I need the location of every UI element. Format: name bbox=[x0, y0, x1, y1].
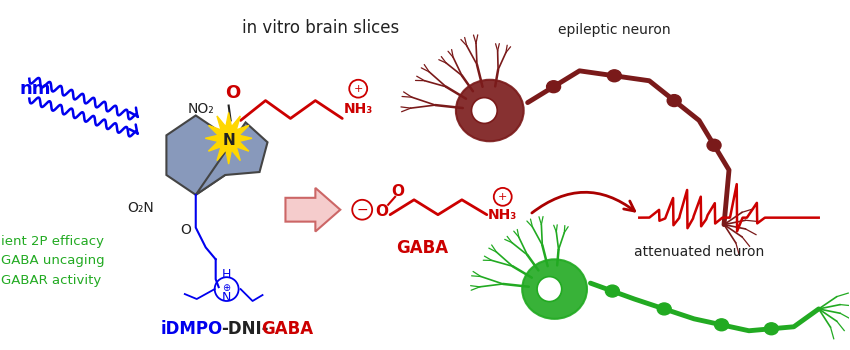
Text: O: O bbox=[392, 184, 405, 200]
Text: epileptic neuron: epileptic neuron bbox=[558, 23, 671, 37]
Text: GABA uncaging: GABA uncaging bbox=[2, 254, 105, 267]
Text: GABA: GABA bbox=[396, 239, 448, 258]
Polygon shape bbox=[167, 116, 225, 195]
Polygon shape bbox=[286, 188, 340, 232]
Text: in vitro brain slices: in vitro brain slices bbox=[241, 19, 399, 37]
Text: NH₃: NH₃ bbox=[343, 102, 373, 116]
Ellipse shape bbox=[537, 276, 562, 302]
Ellipse shape bbox=[707, 139, 721, 151]
Ellipse shape bbox=[657, 303, 672, 315]
Text: N: N bbox=[222, 133, 235, 148]
Text: ⊕: ⊕ bbox=[223, 283, 230, 293]
Ellipse shape bbox=[605, 285, 620, 297]
Text: −: − bbox=[356, 203, 368, 217]
FancyArrowPatch shape bbox=[532, 192, 635, 213]
Ellipse shape bbox=[547, 81, 560, 93]
Text: H: H bbox=[222, 268, 231, 281]
Text: ient 2P efficacy: ient 2P efficacy bbox=[2, 234, 105, 247]
Text: NH₃: NH₃ bbox=[488, 208, 518, 222]
Text: -DNI-: -DNI- bbox=[221, 320, 268, 338]
Ellipse shape bbox=[456, 80, 524, 141]
Text: +: + bbox=[498, 192, 507, 202]
Polygon shape bbox=[196, 122, 268, 195]
Text: O: O bbox=[225, 84, 241, 101]
Text: attenuated neuron: attenuated neuron bbox=[634, 245, 764, 259]
Text: +: + bbox=[354, 84, 363, 94]
Ellipse shape bbox=[667, 94, 681, 106]
Text: GABA: GABA bbox=[262, 320, 314, 338]
Ellipse shape bbox=[608, 70, 621, 82]
Polygon shape bbox=[206, 112, 252, 164]
Text: O₂N: O₂N bbox=[128, 201, 155, 215]
Text: O: O bbox=[180, 223, 191, 237]
Text: O: O bbox=[376, 204, 388, 219]
Ellipse shape bbox=[764, 323, 779, 335]
Text: iDMPO: iDMPO bbox=[161, 320, 223, 338]
Ellipse shape bbox=[715, 319, 728, 331]
Text: nm: nm bbox=[20, 80, 51, 98]
Text: NO₂: NO₂ bbox=[187, 102, 214, 116]
Ellipse shape bbox=[522, 259, 587, 319]
Ellipse shape bbox=[472, 98, 497, 124]
Text: GABAR activity: GABAR activity bbox=[2, 274, 102, 287]
Text: N: N bbox=[222, 290, 231, 303]
